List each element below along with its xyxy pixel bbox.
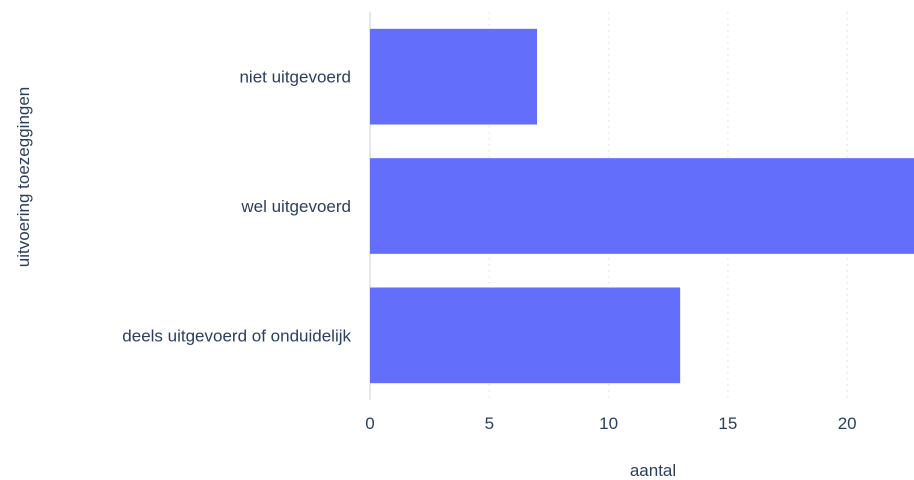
x-axis-title: aantal — [630, 461, 676, 480]
x-tick-label: 20 — [838, 414, 857, 433]
x-tick-label: 10 — [599, 414, 618, 433]
x-tick-label: 5 — [485, 414, 494, 433]
x-tick-label: 0 — [365, 414, 374, 433]
bar-0 — [370, 28, 538, 125]
x-tick-label: 15 — [718, 414, 737, 433]
y-tick-label: wel uitgevoerd — [240, 197, 351, 216]
y-tick-labels: niet uitgevoerd wel uitgevoerd deels uitge… — [122, 68, 351, 346]
bar-1 — [370, 158, 914, 254]
x-tick-labels: 0 5 10 15 20 — [365, 414, 856, 433]
y-tick-label: deels uitgevoerd of onduidelijk — [122, 326, 351, 345]
y-axis-title: uitvoering toezeggingen — [14, 87, 33, 268]
bar-2 — [370, 287, 681, 384]
bars — [370, 28, 914, 384]
y-tick-label: niet uitgevoerd — [239, 68, 351, 87]
